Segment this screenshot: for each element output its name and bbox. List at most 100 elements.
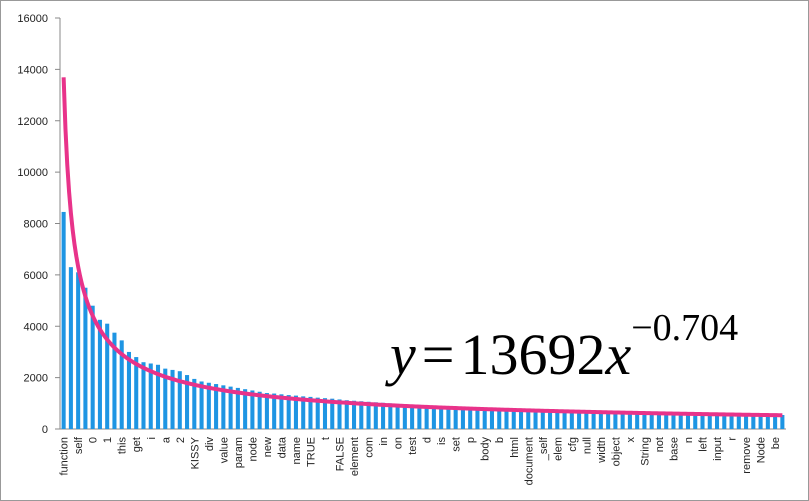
bar (76, 272, 81, 429)
x-tick-label: be (770, 437, 782, 449)
bar (497, 408, 502, 429)
x-tick-label: String (639, 437, 651, 466)
x-tick-label: param (233, 437, 245, 468)
bar (758, 414, 763, 429)
bar (301, 396, 306, 429)
bar (228, 386, 233, 429)
equation: y = 13692x−0.704 (385, 307, 738, 387)
x-tick-label: is (436, 437, 448, 445)
x-tick-label: data (276, 436, 288, 458)
x-tick-label: not (654, 437, 666, 452)
bar (185, 375, 190, 429)
x-tick-label: i (146, 437, 158, 439)
bar (649, 412, 654, 429)
bar (540, 409, 545, 429)
x-tick-label: _self (538, 436, 550, 461)
x-tick-label: node (247, 437, 259, 461)
bar (598, 411, 603, 429)
bar (344, 400, 349, 429)
bar (359, 401, 364, 429)
bar (642, 412, 647, 429)
x-tick-label: 0 (88, 437, 100, 443)
equation-equals: = (422, 322, 455, 387)
bar (257, 391, 262, 429)
x-tick-label: input (712, 437, 724, 461)
bar (395, 403, 400, 429)
bar (446, 406, 451, 429)
bar (279, 394, 284, 429)
x-tick-label: width (596, 437, 608, 464)
x-tick-label: self (73, 436, 85, 454)
x-tick-label: t (320, 437, 332, 440)
y-tick-label: 0 (42, 424, 48, 436)
bar (337, 399, 342, 429)
bar (286, 395, 291, 429)
bar (562, 410, 567, 429)
equation-exponent: −0.704 (631, 307, 738, 349)
bar (417, 404, 422, 429)
bar (206, 382, 211, 429)
bar (671, 413, 676, 429)
bar (722, 413, 727, 429)
bar (308, 396, 313, 429)
bar (475, 407, 480, 429)
bar (214, 384, 219, 429)
x-tick-label: TRUE (305, 437, 317, 467)
bar (591, 411, 596, 429)
x-tick-label: in (378, 437, 390, 446)
bar (489, 407, 495, 429)
x-tick-label: html (509, 437, 521, 458)
bar (729, 414, 734, 429)
bar (105, 323, 110, 429)
bar (504, 408, 509, 429)
bar (678, 413, 683, 429)
bar (584, 411, 589, 429)
bar (243, 389, 248, 429)
bar (627, 412, 632, 429)
y-tick-label: 14000 (17, 64, 48, 76)
bar (664, 412, 669, 429)
x-tick-label: com (364, 437, 376, 458)
bar (613, 411, 618, 429)
y-tick-label: 12000 (17, 116, 48, 128)
equation-lhs: y (385, 322, 416, 387)
bar (555, 410, 560, 429)
bar (170, 369, 175, 429)
x-tick-label: document (523, 437, 535, 485)
x-tick-label: remove (741, 437, 753, 474)
bar (780, 415, 785, 429)
bar (155, 364, 161, 429)
bar (548, 409, 553, 429)
bar (61, 211, 66, 429)
bar (439, 406, 444, 429)
x-tick-label: object (610, 437, 622, 466)
bar (163, 368, 168, 429)
bar (221, 385, 226, 429)
x-tick-label: element (349, 437, 361, 476)
x-tick-label: Node (756, 437, 768, 463)
bar (693, 413, 698, 429)
bar (533, 409, 538, 429)
x-tick-label: 2 (175, 437, 187, 443)
x-tick-label: value (218, 437, 230, 463)
bar (685, 413, 691, 429)
bar (526, 409, 531, 429)
bar (97, 319, 102, 429)
bar (751, 414, 756, 429)
y-tick-label: 10000 (17, 167, 48, 179)
x-tick-label: elem (552, 437, 564, 461)
trendline (61, 77, 783, 418)
bar (119, 340, 124, 429)
x-tick-label: set (451, 437, 463, 452)
bar (620, 412, 625, 429)
x-tick-label: test (407, 437, 419, 455)
bar (424, 405, 429, 429)
bar (714, 413, 720, 429)
x-tick-label: 1 (102, 437, 114, 443)
bar (68, 267, 73, 429)
bar (264, 393, 269, 429)
bar (330, 398, 335, 429)
bar (126, 351, 132, 429)
bar (482, 407, 487, 429)
